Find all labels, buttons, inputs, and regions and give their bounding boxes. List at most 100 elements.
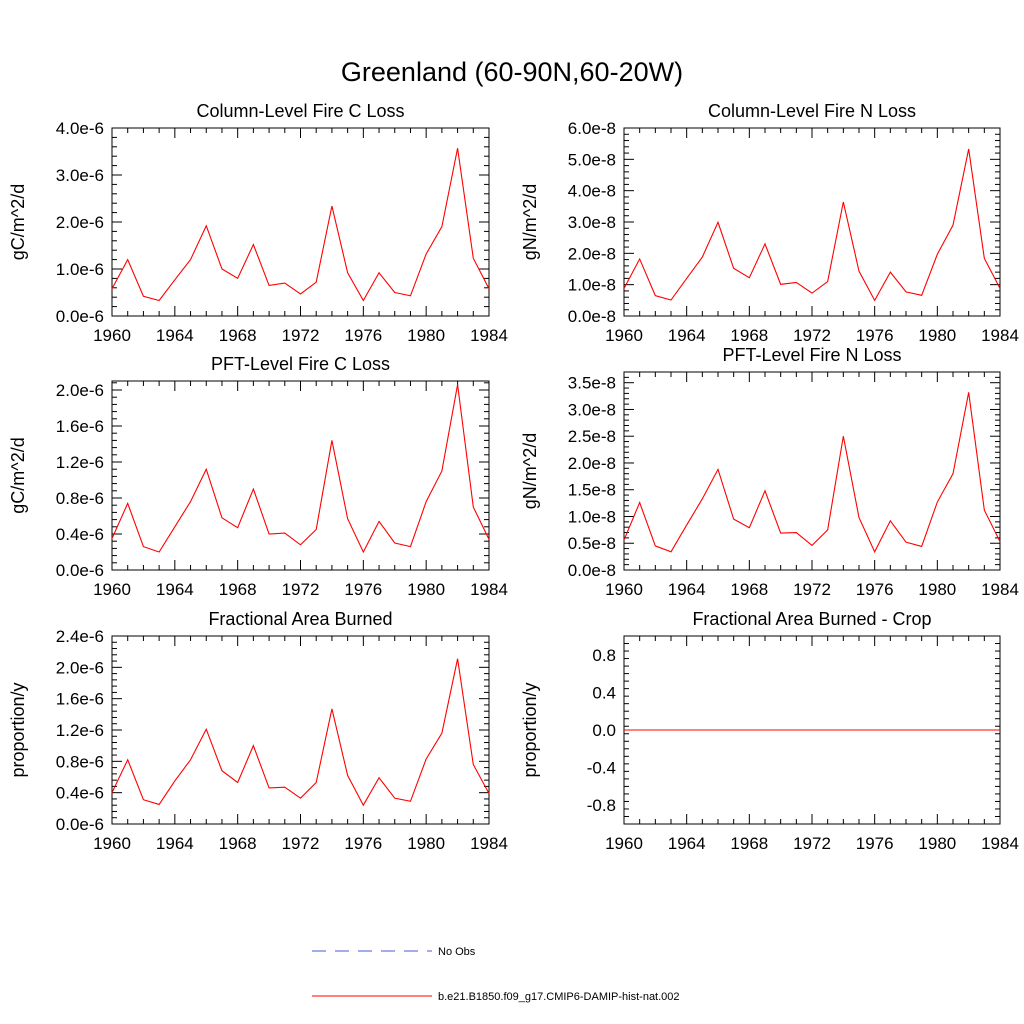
plot-frame [111,380,490,571]
y-tick-label: 1.0e-6 [56,260,104,279]
x-tick-label: 1972 [282,580,320,599]
y-tick-label: 0.0e-8 [568,561,616,580]
y-tick-label: 1.0e-8 [568,507,616,526]
x-tick-label: 1984 [470,580,508,599]
x-tick-label: 1980 [918,834,956,853]
legend: No Obs b.e21.B1850.f09_g17.CMIP6-DAMIP-h… [312,946,680,1003]
y-tick-label: 0.4 [592,683,616,702]
y-tick-label: 3.0e-8 [568,400,616,419]
y-tick-label: 4.0e-6 [56,119,104,138]
x-tick-label: 1960 [93,580,131,599]
y-tick-label: 1.5e-8 [568,481,616,500]
panel-2: Column-Level Fire N Loss gN/m^2/d 1960 1964… [520,101,1019,345]
plot-frame [623,371,1001,571]
y-axis-label: gN/m^2/d [520,184,540,260]
x-tick-label: 1976 [344,326,382,345]
y-tick-label: 4.0e-8 [568,182,616,201]
y-tick-label: 6.0e-8 [568,119,616,138]
y-tick-label: 0.0e-8 [568,307,616,326]
series-line-1 [623,392,1001,554]
y-tick-label: 2.0e-6 [56,658,104,677]
y-tick-label: 0.0e-6 [56,307,104,326]
x-tick-label: 1972 [793,326,831,345]
y-tick-label: -0.4 [587,759,616,778]
x-tick-label: 1976 [856,580,894,599]
series-line-1 [623,148,1001,302]
x-tick-label: 1984 [981,326,1019,345]
y-axis-label: gC/m^2/d [8,184,28,260]
y-tick-label: 0.8e-6 [56,489,104,508]
x-tick-label: 1976 [856,834,894,853]
legend-obs-label: No Obs [438,946,476,958]
y-axis-label: proportion/y [520,682,540,777]
series-line-1 [111,148,490,302]
x-tick-label: 1972 [793,580,831,599]
figure-title: Greenland (60-90N,60-20W) [341,57,683,87]
x-tick-label: 1980 [918,580,956,599]
x-tick-label: 1964 [668,580,706,599]
x-tick-label: 1980 [407,326,445,345]
y-tick-label: 0.0e-6 [56,561,104,580]
y-tick-label: 0.4e-6 [56,784,104,803]
x-tick-label: 1964 [668,834,706,853]
x-tick-label: 1968 [730,834,768,853]
y-axis-label: proportion/y [8,682,28,777]
panel-title: PFT-Level Fire N Loss [722,345,901,365]
y-tick-label: 0.0 [592,721,616,740]
y-tick-label: 1.2e-6 [56,721,104,740]
panel-4: PFT-Level Fire N Loss gN/m^2/d 1960 1964 196… [520,345,1019,599]
x-tick-label: 1964 [156,580,194,599]
y-axis-label: gN/m^2/d [520,433,540,509]
panel-title: Fractional Area Burned [208,609,392,629]
x-tick-label: 1984 [470,326,508,345]
y-tick-label: 0.0e-6 [56,815,104,834]
y-tick-label: 1.6e-6 [56,417,104,436]
x-tick-label: 1960 [93,834,131,853]
y-tick-label: 3.0e-8 [568,213,616,232]
y-tick-label: 0.5e-8 [568,534,616,553]
x-tick-label: 1984 [981,834,1019,853]
y-tick-label: 3.0e-6 [56,166,104,185]
x-tick-label: 1968 [730,326,768,345]
y-tick-label: 2.0e-8 [568,454,616,473]
x-tick-label: 1968 [219,326,257,345]
x-tick-label: 1960 [605,834,643,853]
y-axis-label: gC/m^2/d [8,437,28,513]
series-line-1 [111,658,490,807]
y-tick-label: 5.0e-8 [568,150,616,169]
x-tick-label: 1960 [93,326,131,345]
x-tick-label: 1980 [407,834,445,853]
x-tick-label: 1964 [668,326,706,345]
x-tick-label: 1976 [344,834,382,853]
x-tick-label: 1972 [793,834,831,853]
panel-title: Fractional Area Burned - Crop [692,609,931,629]
y-tick-label: 0.8e-6 [56,752,104,771]
y-tick-label: 2.0e-6 [56,381,104,400]
x-tick-label: 1980 [918,326,956,345]
x-tick-label: 1968 [730,580,768,599]
panels-group: Column-Level Fire C Loss gC/m^2/d 1960 1964… [8,101,1019,853]
y-tick-label: 2.0e-8 [568,244,616,263]
y-tick-label: -0.8 [587,796,616,815]
x-tick-label: 1976 [856,326,894,345]
panel-3: PFT-Level Fire C Loss gC/m^2/d 1960 1964 196… [8,354,508,599]
y-tick-label: 1.6e-6 [56,690,104,709]
y-tick-label: 2.0e-6 [56,213,104,232]
y-tick-label: 1.0e-8 [568,276,616,295]
y-tick-label: 0.4e-6 [56,525,104,544]
series-line-1 [111,384,490,554]
x-tick-label: 1984 [981,580,1019,599]
panel-title: Column-Level Fire C Loss [196,101,404,121]
panel-6: Fractional Area Burned - Crop proportion/… [520,609,1019,853]
x-tick-label: 1960 [605,326,643,345]
y-tick-label: 3.5e-8 [568,374,616,393]
panel-1: Column-Level Fire C Loss gC/m^2/d 1960 1964… [8,101,508,345]
x-tick-label: 1968 [219,580,257,599]
y-tick-label: 1.2e-6 [56,453,104,472]
x-tick-label: 1972 [282,834,320,853]
y-tick-label: 2.5e-8 [568,427,616,446]
y-tick-label: 0.8 [592,646,616,665]
x-tick-label: 1960 [605,580,643,599]
panel-title: Column-Level Fire N Loss [708,101,916,121]
